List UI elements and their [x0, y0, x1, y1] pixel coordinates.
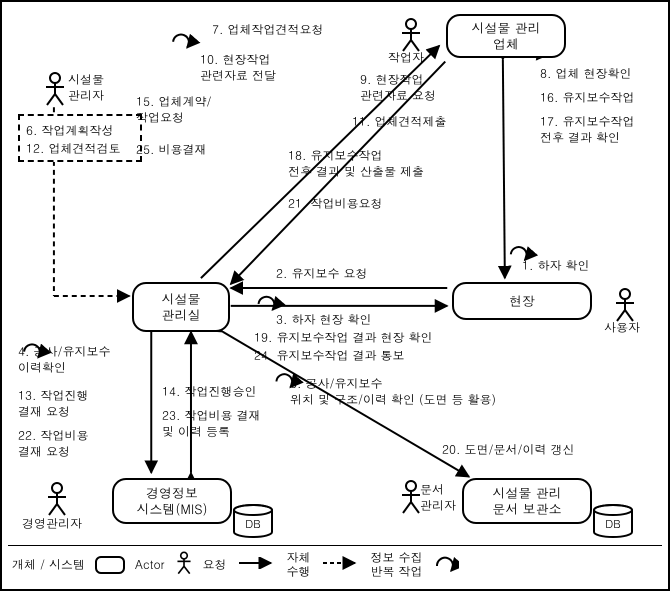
legend-entity-label: 개체 / 시스템 — [12, 556, 85, 573]
actor-biz-manager-label: 경영관리자 — [22, 516, 82, 532]
db-mis: DB — [232, 504, 274, 538]
actor-worker-label: 작업자 — [388, 50, 424, 66]
edge-label-12: 2. 유지보수 요청 — [276, 266, 368, 282]
edge-label-4: 9. 현장작업 관련자료 요청 — [360, 72, 436, 104]
actor-biz-manager — [46, 482, 68, 516]
edge-label-18: 22. 작업비용 결재 요청 — [18, 428, 89, 460]
actor-doc-manager — [400, 480, 422, 514]
edge-label-2: 15. 업체계약/ 작업요청 — [136, 94, 212, 126]
actor-doc-manager-label: 문서 관리자 — [420, 482, 456, 514]
edge-label-0: 7. 업체작업견적요청 — [212, 22, 324, 38]
legend-feedback-label: 정보 수집 반복 작업 — [371, 551, 423, 577]
legend-self-label: 자체 수행 — [287, 551, 311, 577]
edge-label-3: 25. 비용결재 — [136, 142, 207, 158]
actor-user-label: 사용자 — [604, 320, 640, 336]
edge-label-9: 16. 유지보수작업 — [540, 90, 635, 106]
node-site: 현장 — [452, 282, 592, 320]
dashed-line-2: 12. 업체견적검토 — [26, 140, 134, 158]
edge-label-15: 24. 유지보수작업 결과 통보 — [254, 348, 405, 364]
node-facility-company: 시설물 관리 업체 — [446, 14, 566, 58]
edge-label-7: 21. 작업비용요청 — [288, 196, 383, 212]
dashed-line-1: 6. 작업계획작성 — [26, 122, 134, 140]
node-mis: 경영정보 시스템(MIS) — [112, 478, 232, 524]
node-facility-office: 시설물 관리실 — [132, 282, 230, 332]
edge-label-10: 17. 유지보수작업 전후 결과 확인 — [540, 114, 635, 146]
node-doc-archive: 시설물 관리 문서 보관소 — [462, 478, 592, 524]
legend-self-icon — [321, 556, 361, 574]
edge-label-14: 19. 유지보수작업 결과 현장 확인 — [254, 330, 433, 346]
edge-label-20: 23. 작업비용 결재 및 이력 등록 — [162, 408, 261, 440]
edge-label-1: 10. 현장작업 관련자료 전달 — [200, 52, 276, 84]
actor-worker — [400, 18, 422, 52]
edge-label-19: 14. 작업진행승인 — [162, 384, 257, 400]
actor-user — [614, 288, 636, 322]
edge-label-8: 8. 업체 현장확인 — [540, 66, 632, 82]
db-mis-text: DB — [245, 517, 260, 532]
edge-label-6: 18. 유지보수작업 전후 결과 및 산출물 제출 — [288, 148, 424, 180]
edge-label-13: 3. 하자 현장 확인 — [276, 312, 372, 328]
edge-label-16: 4. 공사/유지보수 이력확인 — [18, 344, 111, 376]
legend-request-label: 요청 — [203, 556, 227, 573]
actor-facility-manager-label: 시설물 관리자 — [68, 72, 104, 104]
legend-feedback-icon — [433, 552, 459, 578]
legend-actor-icon — [175, 551, 193, 579]
legend-request-icon — [237, 556, 277, 573]
legend-actor-label: Actor — [135, 556, 165, 573]
actor-facility-manager — [44, 72, 66, 106]
dashed-tasks-box: 6. 작업계획작성 12. 업체견적검토 — [18, 114, 142, 162]
edge-label-5: 11. 업체견적제출 — [352, 114, 447, 130]
diagram-canvas: 시설물 관리 업체 시설물 관리실 현장 경영정보 시스템(MIS) 시설물 관… — [0, 0, 670, 591]
edge-label-21: 5. 공사/유지보수 위치 및 구조/이력 확인 (도면 등 활용) — [290, 376, 496, 408]
db-archive: DB — [592, 504, 634, 538]
edge-label-11: 1. 하자 확인 — [522, 258, 590, 274]
edge-label-17: 13. 작업진행 결재 요청 — [18, 388, 89, 420]
db-archive-text: DB — [605, 517, 620, 532]
legend-entity-icon — [95, 556, 125, 574]
legend: 개체 / 시스템 Actor 요청 자체 수행 정보 수집 반복 작업 — [8, 545, 662, 583]
edge-label-22: 20. 도면/문서/이력 갱신 — [442, 442, 575, 458]
